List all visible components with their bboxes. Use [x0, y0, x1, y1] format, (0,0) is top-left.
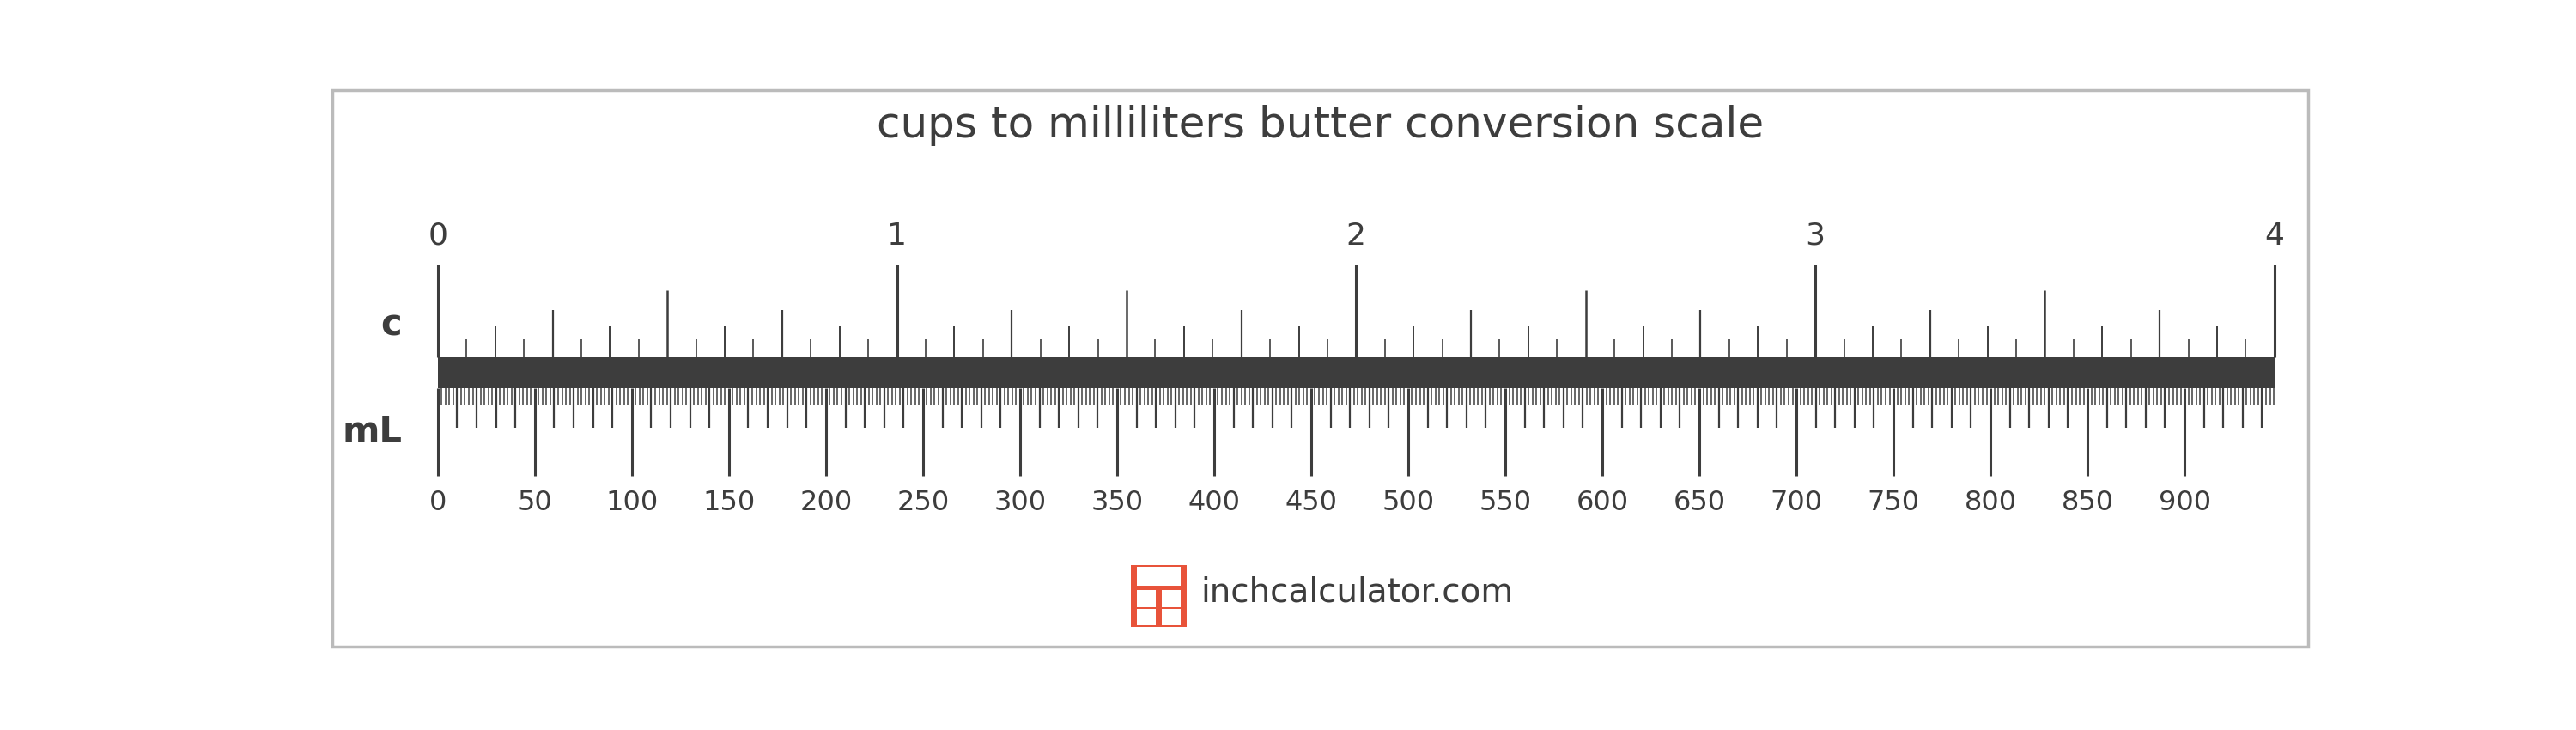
Text: 550: 550 [1479, 490, 1533, 516]
Text: 400: 400 [1188, 490, 1239, 516]
FancyBboxPatch shape [438, 358, 2275, 388]
Text: 450: 450 [1285, 490, 1337, 516]
Text: 500: 500 [1381, 490, 1435, 516]
Text: 900: 900 [2159, 490, 2210, 516]
Text: 700: 700 [1770, 490, 1824, 516]
FancyBboxPatch shape [1162, 590, 1180, 607]
Text: 150: 150 [703, 490, 755, 516]
Text: 250: 250 [896, 490, 951, 516]
Text: 800: 800 [1963, 490, 2017, 516]
FancyBboxPatch shape [1136, 609, 1157, 626]
Text: 0: 0 [430, 490, 446, 516]
Text: inchcalculator.com: inchcalculator.com [1200, 576, 1512, 609]
FancyBboxPatch shape [1162, 609, 1180, 626]
Text: cups to milliliters butter conversion scale: cups to milliliters butter conversion sc… [876, 104, 1765, 146]
Text: 300: 300 [994, 490, 1046, 516]
Text: 650: 650 [1672, 490, 1726, 516]
Text: 750: 750 [1868, 490, 1919, 516]
Text: 2: 2 [1347, 221, 1365, 250]
FancyBboxPatch shape [1136, 590, 1157, 607]
Text: 1: 1 [886, 221, 907, 250]
FancyBboxPatch shape [1131, 566, 1188, 627]
Text: 100: 100 [605, 490, 659, 516]
FancyBboxPatch shape [1136, 567, 1180, 585]
Text: 4: 4 [2264, 221, 2285, 250]
Text: 50: 50 [518, 490, 551, 516]
Text: 3: 3 [1806, 221, 1826, 250]
Text: 200: 200 [799, 490, 853, 516]
Text: 600: 600 [1577, 490, 1628, 516]
Text: 0: 0 [428, 221, 448, 250]
Text: c: c [381, 307, 402, 343]
Text: 850: 850 [2061, 490, 2115, 516]
Text: 350: 350 [1090, 490, 1144, 516]
Text: mL: mL [343, 414, 402, 450]
